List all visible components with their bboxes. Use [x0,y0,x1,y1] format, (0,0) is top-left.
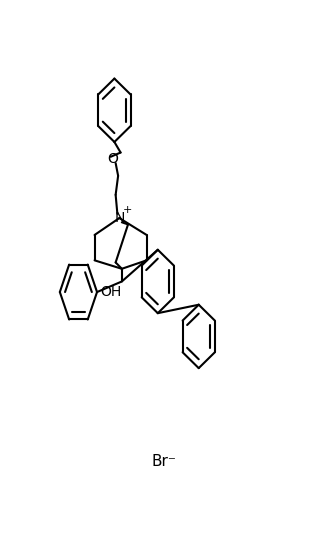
Text: +: + [123,205,132,215]
Text: Br⁻: Br⁻ [152,453,176,469]
Text: N: N [114,211,124,225]
Text: O: O [108,152,119,166]
Text: OH: OH [100,285,121,299]
